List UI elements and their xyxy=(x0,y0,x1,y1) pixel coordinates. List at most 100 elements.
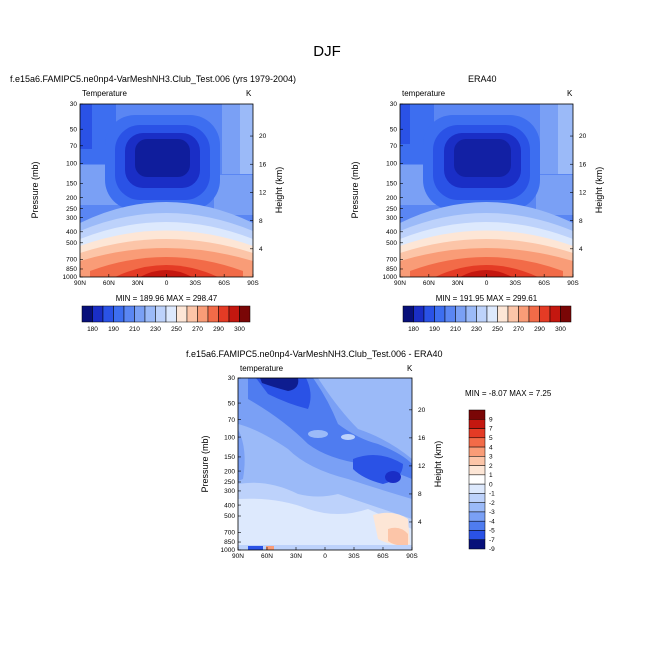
panel1-stats: MIN = 189.96 MAX = 298.47 xyxy=(115,294,218,303)
colorbar-label: 1 xyxy=(489,472,493,479)
x-tick-label: 90N xyxy=(74,280,86,287)
colorbar-swatch xyxy=(197,305,209,323)
colorbar-swatch xyxy=(402,305,414,323)
colorbar-swatch xyxy=(207,305,219,323)
y-tick-label: 150 xyxy=(224,454,235,461)
x-tick-label: 60N xyxy=(261,553,273,560)
height-tick-label: 16 xyxy=(579,161,587,168)
colorbar-label: 9 xyxy=(489,416,493,423)
y-tick-label: 50 xyxy=(70,126,78,133)
y-tick-label: 70 xyxy=(228,417,236,424)
colorbar-swatch xyxy=(455,305,467,323)
colorbar-swatch xyxy=(507,305,519,323)
colorbar-swatch xyxy=(81,305,93,323)
x-tick-label: 90S xyxy=(567,280,579,287)
colorbar-label: 270 xyxy=(513,326,524,333)
y-tick-label: 30 xyxy=(70,101,78,108)
panel1-plot: 90N 60N 30N 0 30S 60S 90S 30 50 70 100 150 200 250 30… xyxy=(30,101,284,287)
y-tick-label: 100 xyxy=(66,161,77,168)
colorbar-swatch xyxy=(560,305,572,323)
colorbar-label: 190 xyxy=(108,326,119,333)
panel3-plot: 90N 60N 30N 0 30S 60S 90S 30 50 70 100 150 200 250 30… xyxy=(200,375,443,560)
colorbar-swatch xyxy=(413,305,425,323)
panel1-case-title: f.e15a6.FAMIPC5.ne0np4-VarMeshNH3.Club_T… xyxy=(10,74,296,84)
panel2-ylabel-right: Height (km) xyxy=(594,167,604,214)
colorbar-swatch xyxy=(468,456,486,466)
colorbar-swatch xyxy=(155,305,167,323)
panel3-case-title: f.e15a6.FAMIPC5.ne0np4-VarMeshNH3.Club_T… xyxy=(186,349,443,359)
y-tick-label: 250 xyxy=(66,206,77,213)
colorbar-swatch xyxy=(549,305,561,323)
colorbar-label: 0 xyxy=(489,481,493,488)
x-tick-label: 60S xyxy=(377,553,389,560)
y-tick-label: 700 xyxy=(66,257,77,264)
y-tick-label: 150 xyxy=(66,181,77,188)
page-title: DJF xyxy=(313,43,341,60)
colorbar-swatch xyxy=(228,305,240,323)
height-tick-label: 20 xyxy=(259,133,267,140)
x-tick-label: 90S xyxy=(247,280,259,287)
x-tick-label: 0 xyxy=(485,280,489,287)
colorbar-swatch xyxy=(468,493,486,503)
y-tick-label: 400 xyxy=(224,502,235,509)
colorbar-swatch xyxy=(468,465,486,476)
colorbar-label: -7 xyxy=(489,537,495,544)
y-tick-label: 100 xyxy=(224,434,235,441)
y-tick-label: 500 xyxy=(386,240,397,247)
y-tick-label: 1000 xyxy=(63,274,78,281)
colorbar-label: 180 xyxy=(408,326,419,333)
y-tick-label: 70 xyxy=(390,143,398,150)
panel3-stats: MIN = -8.07 MAX = 7.25 xyxy=(465,389,552,398)
y-tick-label: 200 xyxy=(66,195,77,202)
y-tick-label: 700 xyxy=(386,257,397,264)
y-tick-label: 30 xyxy=(228,375,236,382)
colorbar-label: -5 xyxy=(489,528,495,535)
y-tick-label: 500 xyxy=(66,240,77,247)
y-tick-label: 300 xyxy=(224,488,235,495)
height-tick-label: 8 xyxy=(579,218,583,225)
colorbar-label: 270 xyxy=(192,326,203,333)
y-tick-label: 150 xyxy=(386,181,397,188)
panel3-field xyxy=(238,378,412,550)
colorbar-swatch xyxy=(468,502,486,513)
colorbar-label: 190 xyxy=(429,326,440,333)
colorbar-swatch xyxy=(186,305,198,323)
panel1-colorbar: 180 190 210 230 250 270 290 300 xyxy=(81,305,251,333)
x-tick-label: 30S xyxy=(348,553,360,560)
colorbar-swatch xyxy=(528,305,540,323)
colorbar-label: 290 xyxy=(213,326,224,333)
height-tick-label: 20 xyxy=(579,133,587,140)
colorbar-label: -3 xyxy=(489,509,495,516)
colorbar-label: 250 xyxy=(492,326,503,333)
y-tick-label: 200 xyxy=(386,195,397,202)
colorbar-swatch xyxy=(468,520,486,531)
colorbar-label: 300 xyxy=(234,326,245,333)
y-tick-label: 100 xyxy=(386,161,397,168)
x-tick-label: 30N xyxy=(290,553,302,560)
colorbar-label: -9 xyxy=(489,546,495,553)
y-tick-label: 1000 xyxy=(221,547,236,554)
y-tick-label: 300 xyxy=(386,215,397,222)
y-tick-label: 30 xyxy=(390,101,398,108)
height-tick-label: 16 xyxy=(259,161,267,168)
x-tick-label: 90N xyxy=(232,553,244,560)
height-tick-label: 4 xyxy=(259,246,263,253)
colorbar-swatch xyxy=(468,530,486,540)
panel2-stats: MIN = 191.95 MAX = 299.61 xyxy=(435,294,538,303)
y-tick-label: 50 xyxy=(228,400,236,407)
panel3-ylabel: Pressure (mb) xyxy=(200,435,210,492)
x-tick-label: 90S xyxy=(406,553,418,560)
panel1-units-label: K xyxy=(246,89,252,98)
colorbar-swatch xyxy=(468,446,486,457)
height-tick-label: 12 xyxy=(259,190,267,197)
y-tick-label: 400 xyxy=(386,229,397,236)
colorbar-swatch xyxy=(468,539,486,550)
colorbar-label: 3 xyxy=(489,454,493,461)
colorbar-swatch xyxy=(123,305,135,323)
height-tick-label: 8 xyxy=(259,218,263,225)
panel2-left-label: temperature xyxy=(402,89,446,98)
colorbar-swatch xyxy=(444,305,456,323)
colorbar-swatch xyxy=(468,474,486,485)
colorbar-label: 210 xyxy=(129,326,140,333)
colorbar-swatch xyxy=(102,305,114,323)
